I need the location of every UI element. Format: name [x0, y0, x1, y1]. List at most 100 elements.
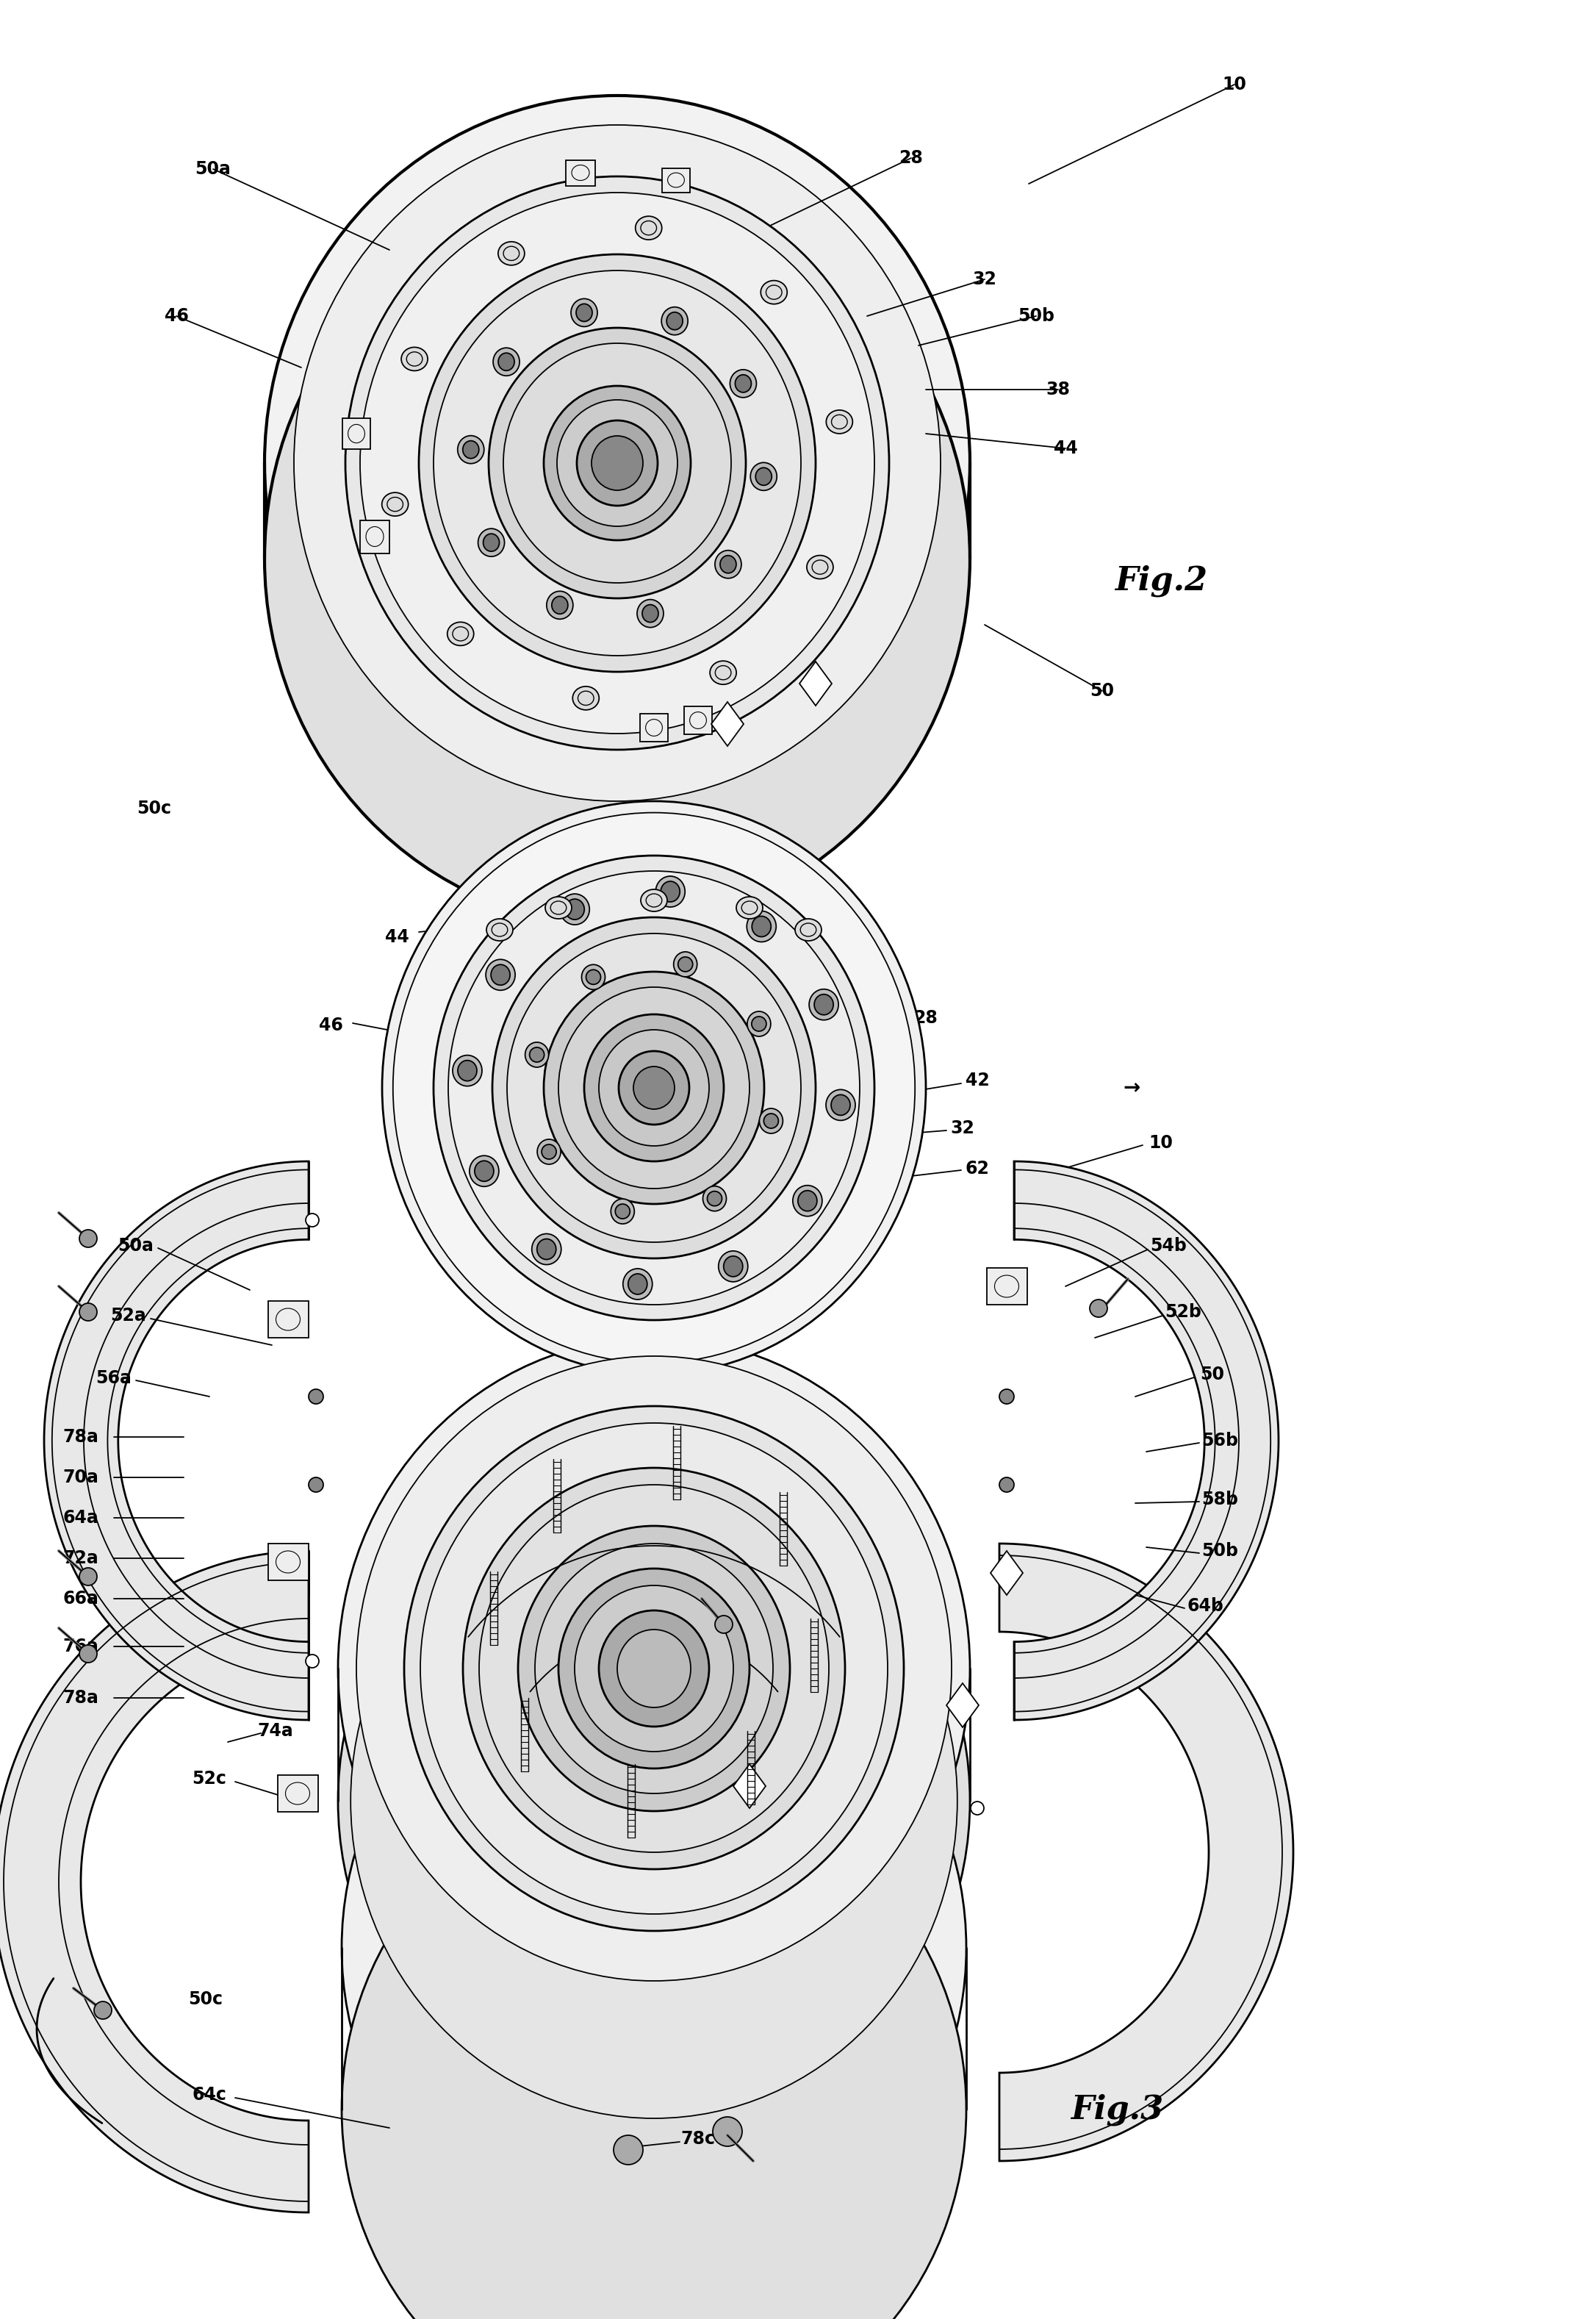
- Text: 36: 36: [444, 1730, 468, 1746]
- Text: Fig.3: Fig.3: [1071, 2094, 1163, 2127]
- Ellipse shape: [80, 1303, 97, 1322]
- Ellipse shape: [793, 1185, 822, 1215]
- Text: 40: 40: [517, 918, 541, 937]
- Text: 50b: 50b: [1202, 1542, 1238, 1561]
- Ellipse shape: [498, 241, 525, 264]
- Ellipse shape: [598, 1030, 709, 1146]
- Ellipse shape: [764, 1113, 779, 1129]
- Ellipse shape: [308, 1477, 324, 1491]
- Polygon shape: [999, 1544, 1293, 2161]
- Text: 76a: 76a: [62, 1637, 99, 1656]
- Ellipse shape: [642, 605, 659, 621]
- Ellipse shape: [798, 1190, 817, 1211]
- Ellipse shape: [338, 1338, 970, 1999]
- Ellipse shape: [832, 1095, 851, 1115]
- Polygon shape: [1013, 1162, 1278, 1721]
- Ellipse shape: [536, 1238, 555, 1259]
- Ellipse shape: [629, 1273, 648, 1294]
- Text: 78a: 78a: [62, 1429, 99, 1445]
- Ellipse shape: [458, 436, 484, 464]
- Ellipse shape: [702, 1185, 726, 1211]
- FancyBboxPatch shape: [567, 160, 595, 186]
- Ellipse shape: [576, 304, 592, 322]
- Ellipse shape: [404, 1405, 903, 1932]
- Ellipse shape: [381, 492, 409, 517]
- Polygon shape: [712, 703, 744, 747]
- Ellipse shape: [736, 376, 752, 392]
- Text: 28: 28: [915, 1009, 938, 1027]
- Ellipse shape: [752, 916, 771, 937]
- Ellipse shape: [614, 1204, 630, 1220]
- Polygon shape: [45, 1162, 308, 1721]
- Ellipse shape: [713, 2117, 742, 2147]
- Text: 58a: 58a: [401, 1057, 437, 1074]
- Ellipse shape: [707, 1192, 721, 1206]
- Ellipse shape: [351, 1484, 958, 2117]
- FancyBboxPatch shape: [268, 1544, 308, 1579]
- Ellipse shape: [592, 436, 643, 489]
- Ellipse shape: [565, 900, 584, 921]
- Ellipse shape: [598, 1609, 709, 1728]
- Text: 46: 46: [319, 1016, 343, 1034]
- Ellipse shape: [306, 1213, 319, 1227]
- Text: 74a: 74a: [257, 1723, 294, 1739]
- FancyBboxPatch shape: [640, 714, 669, 742]
- Text: 10: 10: [1149, 1134, 1173, 1153]
- Text: 30: 30: [825, 1858, 849, 1876]
- Ellipse shape: [715, 550, 742, 577]
- Ellipse shape: [806, 554, 833, 580]
- Text: 64b: 64b: [1187, 1598, 1224, 1614]
- Ellipse shape: [541, 1146, 557, 1160]
- Ellipse shape: [634, 1067, 675, 1108]
- Ellipse shape: [760, 1108, 784, 1134]
- Text: 70a: 70a: [62, 1468, 99, 1486]
- Ellipse shape: [401, 348, 428, 371]
- Ellipse shape: [80, 1644, 97, 1663]
- Ellipse shape: [560, 893, 589, 925]
- Ellipse shape: [656, 877, 685, 907]
- Text: 50c: 50c: [188, 1990, 223, 2008]
- Ellipse shape: [361, 192, 875, 733]
- Ellipse shape: [503, 343, 731, 582]
- Text: 10: 10: [1223, 77, 1246, 93]
- Ellipse shape: [448, 872, 860, 1306]
- FancyBboxPatch shape: [685, 707, 712, 735]
- Ellipse shape: [544, 385, 691, 540]
- Polygon shape: [800, 661, 832, 705]
- Ellipse shape: [729, 369, 757, 397]
- Ellipse shape: [418, 255, 816, 673]
- Ellipse shape: [544, 972, 764, 1204]
- Text: 38: 38: [1045, 380, 1071, 399]
- Ellipse shape: [80, 1229, 97, 1248]
- Text: 52b: 52b: [1165, 1303, 1202, 1322]
- Ellipse shape: [94, 2001, 112, 2020]
- Ellipse shape: [761, 281, 787, 304]
- Ellipse shape: [484, 533, 500, 552]
- Text: →: →: [1124, 1078, 1140, 1099]
- Ellipse shape: [535, 1544, 772, 1793]
- Text: 54b: 54b: [1151, 1236, 1187, 1255]
- Ellipse shape: [752, 1016, 766, 1032]
- Ellipse shape: [814, 995, 833, 1016]
- Ellipse shape: [546, 897, 571, 918]
- Ellipse shape: [674, 951, 697, 976]
- Ellipse shape: [637, 601, 664, 628]
- Ellipse shape: [827, 410, 852, 434]
- Text: 72a: 72a: [62, 1549, 99, 1568]
- Ellipse shape: [999, 1389, 1013, 1403]
- Ellipse shape: [420, 1424, 887, 1913]
- Ellipse shape: [736, 897, 763, 918]
- Ellipse shape: [479, 1484, 828, 1853]
- Ellipse shape: [308, 1389, 324, 1403]
- Ellipse shape: [546, 591, 573, 619]
- Ellipse shape: [715, 1616, 733, 1633]
- Ellipse shape: [294, 125, 940, 800]
- Ellipse shape: [552, 596, 568, 615]
- FancyBboxPatch shape: [662, 167, 689, 192]
- Ellipse shape: [575, 1586, 733, 1751]
- Ellipse shape: [750, 461, 777, 492]
- Text: 44: 44: [385, 928, 409, 946]
- Text: 32: 32: [951, 1120, 975, 1136]
- Text: 64a: 64a: [62, 1510, 99, 1526]
- Ellipse shape: [508, 935, 801, 1243]
